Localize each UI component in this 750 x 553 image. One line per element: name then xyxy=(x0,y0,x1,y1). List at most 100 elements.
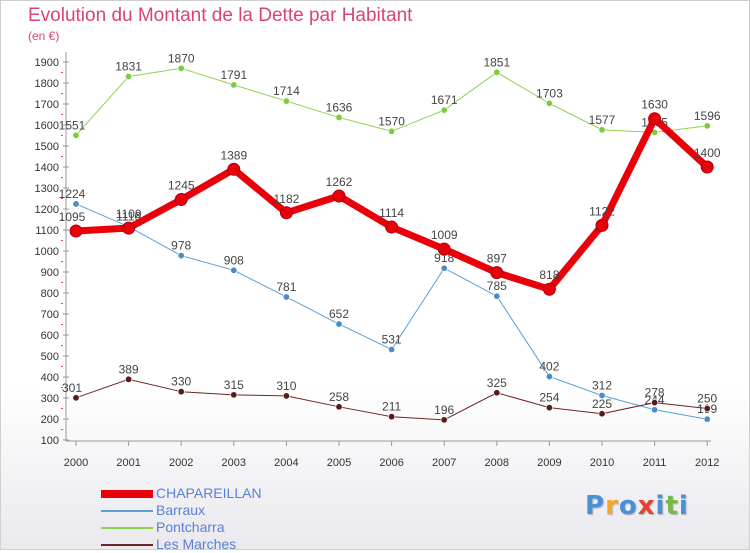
x-tick-label: 2003 xyxy=(222,457,246,469)
y-tick-label: 1800 xyxy=(35,78,59,90)
data-point xyxy=(227,162,241,176)
data-label: 225 xyxy=(592,397,612,411)
data-label: 1630 xyxy=(641,98,668,112)
data-point xyxy=(648,112,662,126)
data-label: 1671 xyxy=(431,93,458,107)
data-label: 211 xyxy=(382,400,401,414)
data-point xyxy=(440,106,448,114)
data-label: 897 xyxy=(487,252,507,266)
data-point xyxy=(177,64,185,72)
data-label: 1551 xyxy=(59,118,86,132)
data-label: 254 xyxy=(539,391,559,405)
data-label: 310 xyxy=(276,379,296,393)
data-point xyxy=(125,375,133,383)
x-tick-label: 2012 xyxy=(695,457,719,469)
x-tick-label: 2010 xyxy=(590,457,614,469)
data-point xyxy=(282,97,290,105)
x-tick-label: 2000 xyxy=(64,457,88,469)
data-label: 1182 xyxy=(273,192,299,206)
data-label: 1095 xyxy=(59,210,86,224)
data-point xyxy=(335,320,343,328)
x-tick-label: 2002 xyxy=(169,457,193,469)
data-label: 1851 xyxy=(483,55,510,69)
data-point xyxy=(490,266,504,280)
data-point xyxy=(230,266,238,274)
data-point xyxy=(651,399,659,407)
data-label: 1596 xyxy=(694,109,721,123)
data-label: 1577 xyxy=(589,113,616,127)
data-label: 1570 xyxy=(378,114,405,128)
data-point xyxy=(388,345,396,353)
chart-title: Evolution du Montant de la Dette par Hab… xyxy=(28,5,413,26)
y-tick-label: 1600 xyxy=(35,120,59,132)
data-point xyxy=(493,389,501,397)
data-label: 301 xyxy=(62,381,82,395)
x-tick-label: 2007 xyxy=(432,457,456,469)
data-label: 1389 xyxy=(220,148,247,162)
x-tick-label: 2008 xyxy=(485,457,509,469)
data-label: 531 xyxy=(382,332,402,346)
y-tick-label: 200 xyxy=(41,414,59,426)
data-label: 1714 xyxy=(273,84,300,98)
unit-label: (en €) xyxy=(28,29,60,43)
legend-swatch xyxy=(101,544,153,546)
y-tick-label: 1000 xyxy=(35,246,59,258)
data-label: 325 xyxy=(487,376,507,390)
legend-swatch xyxy=(101,527,153,529)
legend-label: Barraux xyxy=(156,502,206,518)
y-tick-label: 1500 xyxy=(35,141,59,153)
logo-letter: i xyxy=(678,491,689,521)
y-tick-label: 900 xyxy=(41,267,59,279)
data-label: 1400 xyxy=(694,146,721,160)
data-point xyxy=(69,224,83,238)
data-label: 315 xyxy=(224,378,244,392)
x-tick-label: 2006 xyxy=(379,457,403,469)
data-label: 908 xyxy=(224,253,244,267)
data-point xyxy=(651,406,659,414)
data-label: 1870 xyxy=(168,51,195,65)
y-tick-label: 100 xyxy=(41,435,59,447)
data-point xyxy=(703,415,711,423)
legend-label: Les Marches xyxy=(156,536,237,552)
data-label: 389 xyxy=(119,362,139,376)
data-point xyxy=(385,220,399,234)
y-tick-label: 1700 xyxy=(35,99,59,111)
data-point xyxy=(282,293,290,301)
data-label: 1114 xyxy=(379,206,404,220)
data-label: 278 xyxy=(645,386,665,400)
data-label: 781 xyxy=(276,280,296,294)
data-label: 1831 xyxy=(115,59,142,73)
proxiti-logo: Proxiti xyxy=(585,491,689,521)
data-label: 1245 xyxy=(168,179,195,193)
data-point xyxy=(703,404,711,412)
x-tick-label: 2004 xyxy=(274,457,298,469)
logo-letter: t xyxy=(665,491,679,521)
logo-letter: x xyxy=(637,491,656,521)
data-point xyxy=(388,413,396,421)
data-label: 312 xyxy=(592,378,612,392)
data-label: 258 xyxy=(329,390,349,404)
y-tick-label: 1400 xyxy=(35,162,59,174)
data-point xyxy=(335,113,343,121)
y-tick-label: 700 xyxy=(41,309,59,321)
data-label: 1791 xyxy=(220,68,247,82)
data-point xyxy=(279,206,293,220)
data-point xyxy=(545,404,553,412)
x-tick-label: 2009 xyxy=(537,457,561,469)
y-tick-label: 300 xyxy=(41,393,59,405)
legend-label: CHAPAREILLAN xyxy=(156,485,262,501)
logo-letter: i xyxy=(655,491,666,521)
data-point xyxy=(230,81,238,89)
data-point xyxy=(542,282,556,296)
data-point xyxy=(545,99,553,107)
y-tick-label: 600 xyxy=(41,330,59,342)
data-point xyxy=(174,193,188,207)
data-point xyxy=(177,388,185,396)
data-point xyxy=(332,189,346,203)
x-tick-label: 2005 xyxy=(327,457,351,469)
logo-letter: r xyxy=(605,491,619,521)
data-label: 1262 xyxy=(326,175,353,189)
data-label: 652 xyxy=(329,307,349,321)
data-label: 1116 xyxy=(116,210,141,224)
y-tick-label: 500 xyxy=(41,351,59,363)
